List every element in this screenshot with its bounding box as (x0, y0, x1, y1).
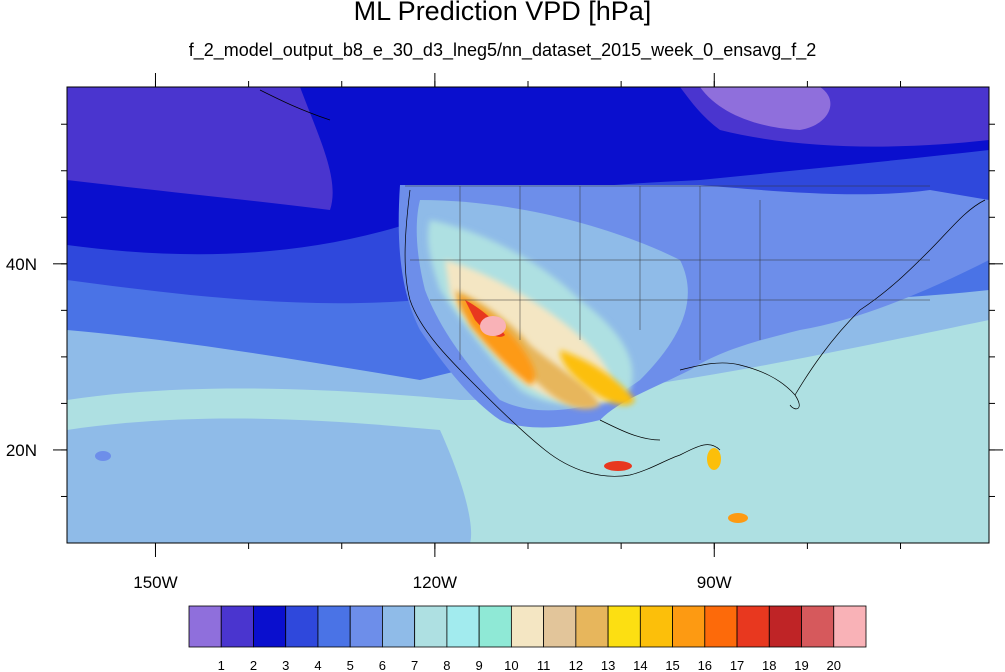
colorbar-label: 12 (569, 658, 583, 672)
field-land-20 (480, 316, 506, 336)
coastlines (259, 89, 986, 477)
colorbar-label: 9 (476, 658, 483, 672)
field-hotspot-14 (707, 448, 721, 470)
map-title: ML Prediction VPD [hPa] (353, 0, 652, 26)
x-tick-label: 120W (413, 573, 457, 592)
colorbar-label: 17 (730, 658, 744, 672)
colorbar-label: 3 (282, 658, 289, 672)
colorbar-swatch (736, 605, 770, 648)
map-subtitle: f_2_model_output_b8_e_30_d3_lneg5/nn_dat… (188, 40, 817, 60)
colorbar-label: 8 (443, 658, 450, 672)
field-hotspot-16 (728, 513, 748, 523)
colorbar-swatch (285, 605, 319, 648)
colorbar-label: 13 (601, 658, 615, 672)
colorbar-swatch (768, 605, 802, 648)
colorbar-swatch (382, 605, 416, 648)
colorbar-label: 18 (762, 658, 776, 672)
colorbar-swatch (672, 605, 706, 648)
colorbar-swatch (317, 605, 351, 648)
y-tick-label: 40N (6, 255, 37, 274)
field-band-6-south (67, 418, 472, 543)
colorbar-swatch (704, 605, 738, 648)
colorbar-swatch (188, 605, 222, 648)
y-tick-label: 20N (6, 441, 37, 460)
colorbar-swatch (478, 605, 512, 648)
colorbar-label: 10 (504, 658, 518, 672)
field-hotspot-18 (604, 461, 632, 471)
colorbar-label: 14 (633, 658, 647, 672)
colorbar-label: 15 (665, 658, 679, 672)
y-axis: 40N 20N (6, 123, 1003, 497)
colorbar-label: 11 (537, 658, 551, 672)
colorbar-swatch (543, 605, 577, 648)
field-band-1 (700, 87, 831, 130)
x-tick-label: 150W (133, 573, 177, 592)
colorbar-swatch (349, 605, 383, 648)
colorbar-label: 7 (411, 658, 418, 672)
colorbar-swatch (639, 605, 673, 648)
colorbar-swatch (801, 605, 835, 648)
colorbar-label: 2 (250, 658, 257, 672)
colorbar-label: 16 (698, 658, 712, 672)
colorbar-swatch (253, 605, 287, 648)
state-borders (405, 185, 930, 360)
colorbar-swatch (510, 605, 545, 648)
x-tick-label: 90W (697, 573, 732, 592)
colorbar-swatch (607, 605, 641, 648)
vpd-field (67, 87, 989, 543)
field-band-2a (67, 87, 333, 210)
colorbar-swatch (833, 605, 867, 648)
colorbar-swatch (414, 605, 448, 648)
x-axis: 150W 120W 90W (133, 73, 902, 592)
colorbar-swatch (446, 605, 480, 648)
field-mexico-14 (560, 350, 635, 406)
colorbar-label: 20 (827, 658, 841, 672)
colorbar-swatch (575, 605, 609, 648)
colorbar-label: 4 (314, 658, 321, 672)
colorbar-label: 5 (347, 658, 354, 672)
colorbar: 1 2 3 4 5 6 7 8 9 10 11 12 13 14 15 16 17 18 19 20 (188, 605, 867, 672)
colorbar-label: 1 (218, 658, 225, 672)
colorbar-label: 6 (379, 658, 386, 672)
colorbar-label: 19 (794, 658, 808, 672)
field-hawaii (95, 451, 111, 461)
colorbar-swatch (220, 605, 254, 648)
